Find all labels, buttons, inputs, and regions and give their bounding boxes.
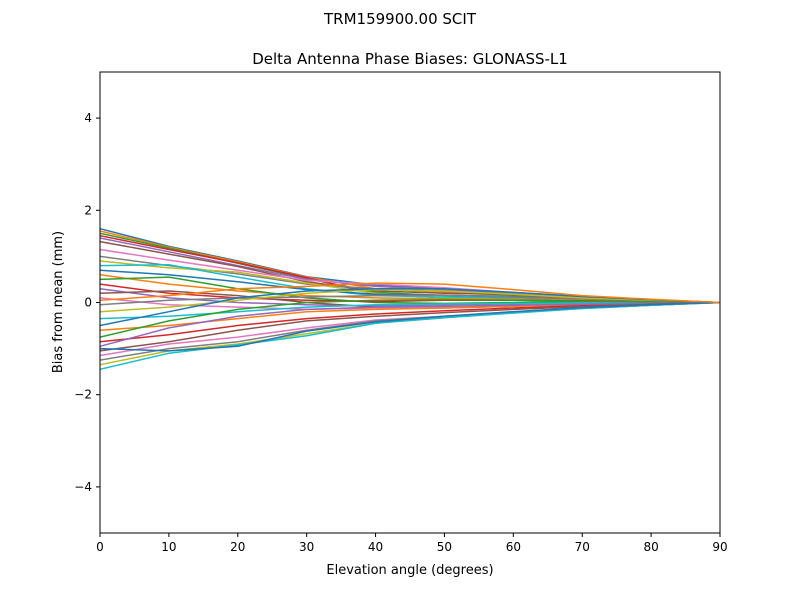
y-tick-label: −2 [74, 388, 92, 402]
series-line-31 [99, 282, 721, 304]
chart-title: Delta Antenna Phase Biases: GLONASS-L1 [252, 50, 568, 68]
x-tick-label: 40 [368, 540, 383, 554]
x-axis: 0 10 20 30 40 50 60 70 80 90 [96, 533, 728, 554]
series-lines [99, 227, 721, 371]
y-tick-label: −4 [74, 480, 92, 494]
x-axis-label: Elevation angle (degrees) [326, 563, 493, 578]
series-line-22 [99, 298, 721, 338]
chart-suptitle: TRM159900.00 SCIT [323, 10, 477, 28]
series-line-24 [99, 301, 721, 348]
x-tick-label: 60 [506, 540, 521, 554]
x-tick-label: 70 [575, 540, 590, 554]
x-tick-label: 20 [230, 540, 245, 554]
x-tick-label: 30 [299, 540, 314, 554]
y-axis: −4 −2 0 2 4 [74, 111, 100, 494]
x-tick-label: 90 [712, 540, 727, 554]
y-tick-label: 4 [84, 111, 92, 125]
series-line-18 [99, 288, 721, 313]
y-tick-label: 2 [84, 203, 92, 217]
x-tick-label: 80 [643, 540, 658, 554]
x-tick-label: 50 [437, 540, 452, 554]
x-tick-label: 10 [161, 540, 176, 554]
y-tick-label: 0 [84, 296, 92, 310]
series-line-19 [99, 301, 720, 320]
series-line-30 [99, 301, 721, 352]
series-line-25 [99, 301, 721, 352]
series-line-26 [99, 301, 721, 357]
y-axis-label: Bias from mean (mm) [51, 231, 66, 373]
x-tick-label: 0 [96, 540, 104, 554]
